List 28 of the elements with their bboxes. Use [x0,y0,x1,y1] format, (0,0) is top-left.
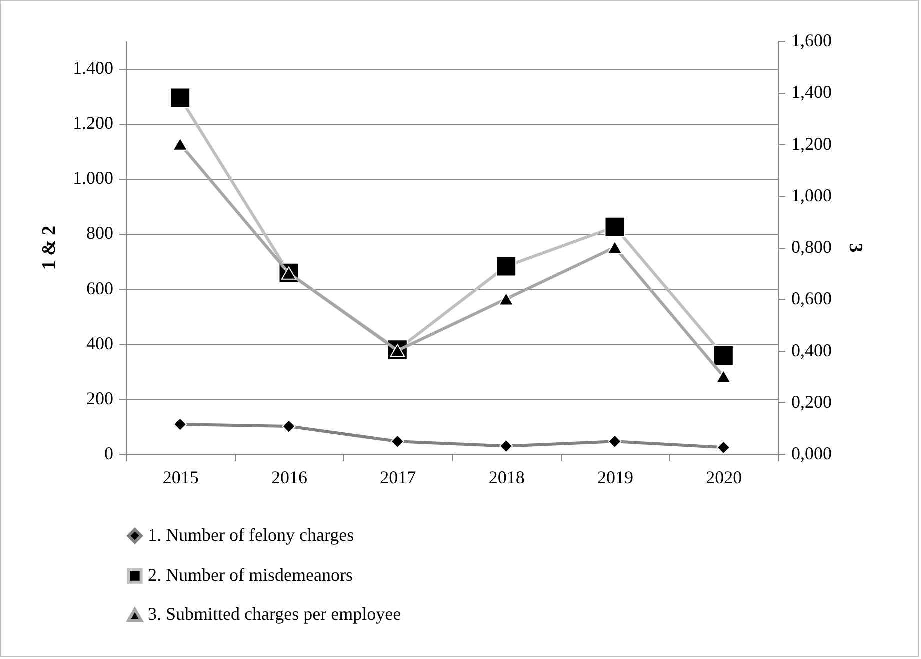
legend-label: 2. Number of misdemeanors [148,565,353,585]
x-tick-label: 2019 [598,468,634,488]
y-tick-label: 200 [86,388,114,408]
y-tick-label: 1.400 [73,58,114,78]
y-axis-title: 1 & 2 [39,226,60,270]
y2-tick-label: 1,400 [792,82,832,102]
y2-tick-label: 0,400 [792,340,832,360]
y2-tick-label: 0,000 [792,444,832,464]
x-tick-label: 2018 [488,468,525,488]
x-tick-label: 2020 [706,468,742,488]
y2-tick-label: 0,800 [792,237,832,257]
x-tick-label: 2017 [380,468,416,488]
y-tick-label: 0 [104,444,114,464]
legend-label: 1. Number of felony charges [148,525,354,545]
y-tick-label: 400 [86,333,114,354]
y-tick-label: 1.200 [73,113,114,134]
y-tick-label: 1.000 [73,168,114,188]
y2-tick-label: 0,600 [792,288,832,309]
y2-tick-label: 1,600 [792,30,832,50]
y-tick-label: 600 [86,278,114,298]
y-tick-label: 800 [86,223,114,244]
legend-label: 3. Submitted charges per employee [148,604,402,624]
y2-tick-label: 1,200 [792,134,832,154]
x-tick-label: 2015 [162,468,199,488]
y2-tick-label: 1,000 [792,185,832,206]
y2-tick-label: 0,200 [792,392,832,412]
y2-axis-title: 3 [845,243,866,253]
x-tick-label: 2016 [272,468,308,488]
